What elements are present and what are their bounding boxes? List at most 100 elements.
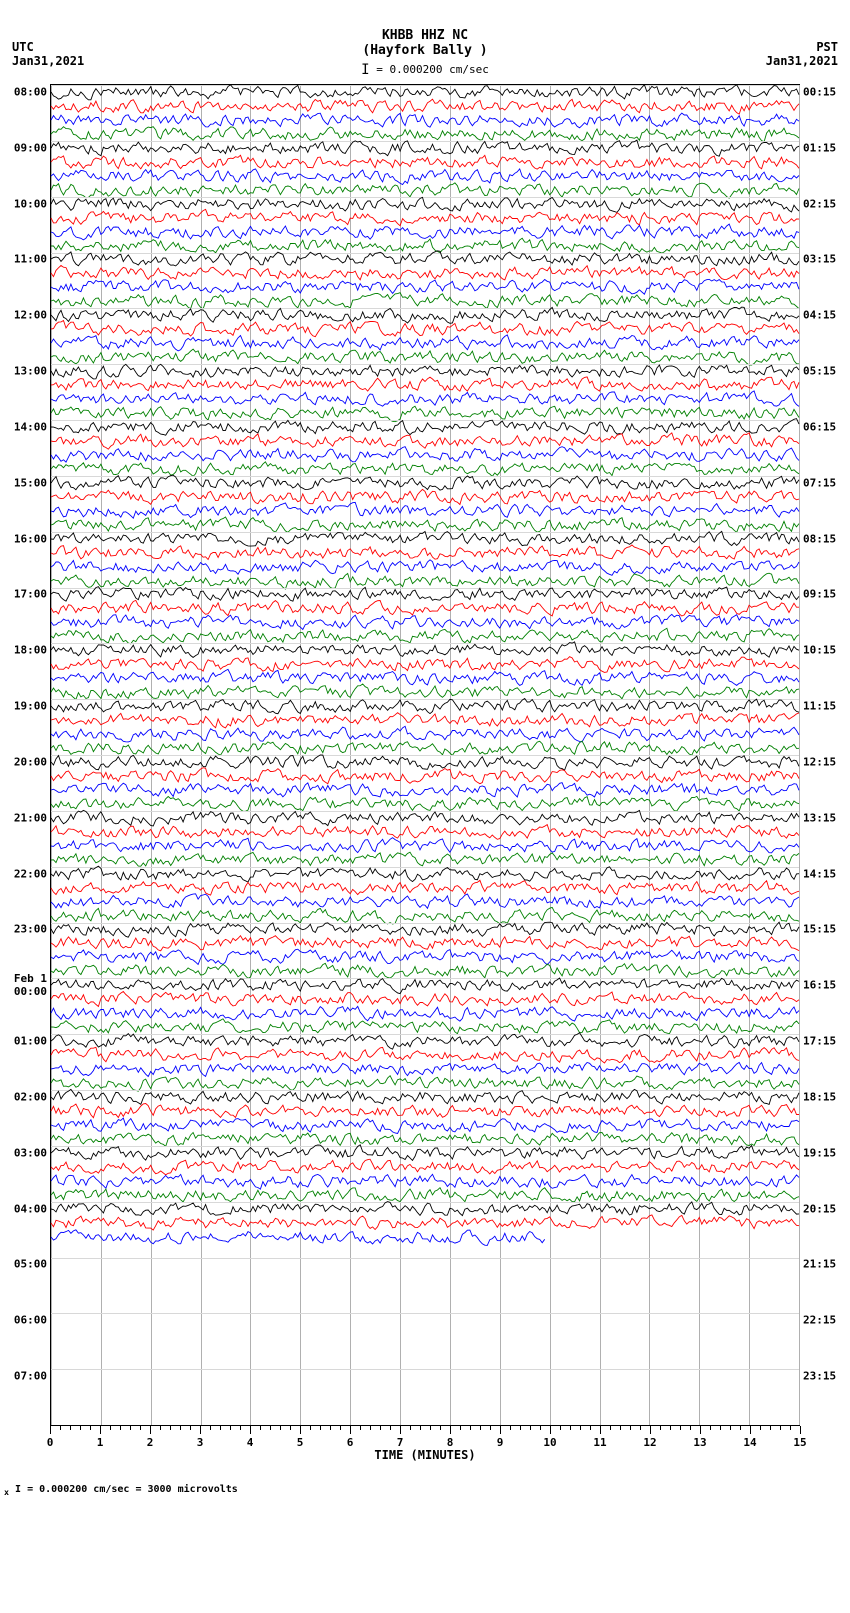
x-tick-minor [210, 1426, 211, 1430]
seismic-trace [51, 1188, 799, 1202]
x-tick-minor [780, 1426, 781, 1430]
grid-horizontal [51, 420, 799, 421]
seismic-trace [51, 420, 799, 434]
x-tick-minor [70, 1426, 71, 1430]
time-label-utc: 03:00 [14, 1146, 47, 1159]
x-tick-label: 15 [793, 1436, 806, 1449]
x-tick-minor [560, 1426, 561, 1430]
seismic-trace [51, 1006, 799, 1020]
grid-horizontal [51, 1313, 799, 1314]
x-tick-minor [160, 1426, 161, 1430]
x-tick-minor [590, 1426, 591, 1430]
seismic-trace [51, 294, 799, 308]
x-tick-label: 0 [47, 1436, 54, 1449]
seismic-trace [51, 211, 799, 225]
x-tick-minor [610, 1426, 611, 1430]
time-label-pst: 10:15 [803, 644, 836, 657]
x-tick-label: 14 [743, 1436, 756, 1449]
time-label-pst: 00:15 [803, 85, 836, 98]
x-tick-minor [320, 1426, 321, 1430]
x-tick-label: 12 [643, 1436, 656, 1449]
seismic-trace [51, 811, 799, 825]
grid-horizontal [51, 1034, 799, 1035]
plot-area: 08:0000:1509:0001:1510:0002:1511:0003:15… [50, 84, 800, 1426]
time-label-utc: 20:00 [14, 755, 47, 768]
tz-right-date: Jan31,2021 [766, 54, 838, 68]
x-tick-minor [730, 1426, 731, 1430]
time-label-utc: 14:00 [14, 420, 47, 433]
x-tick-minor [80, 1426, 81, 1430]
x-tick-minor [740, 1426, 741, 1430]
seismic-trace [51, 1174, 799, 1188]
grid-horizontal [51, 1202, 799, 1203]
x-tick-minor [120, 1426, 121, 1430]
seismic-trace [51, 1202, 799, 1216]
seismic-trace [51, 1034, 799, 1048]
x-tick-minor [60, 1426, 61, 1430]
seismic-trace [51, 378, 799, 392]
x-tick-minor [430, 1426, 431, 1430]
time-label-pst: 01:15 [803, 141, 836, 154]
x-tick-minor [770, 1426, 771, 1430]
time-label-pst: 21:15 [803, 1258, 836, 1271]
station-code: KHBB HHZ NC [0, 28, 850, 43]
seismic-trace [51, 1090, 799, 1104]
x-tick-label: 9 [497, 1436, 504, 1449]
scale-text: = 0.000200 cm/sec [376, 63, 489, 76]
time-label-pst: 03:15 [803, 253, 836, 266]
seismic-trace [51, 434, 799, 448]
seismic-trace [51, 741, 799, 755]
x-tick-minor [90, 1426, 91, 1430]
x-tick-minor [520, 1426, 521, 1430]
seismic-trace [51, 783, 799, 797]
x-tick-major [200, 1426, 201, 1434]
scale-indicator: I = 0.000200 cm/sec [0, 62, 850, 78]
seismic-trace [51, 1160, 799, 1174]
time-label-utc: 21:00 [14, 811, 47, 824]
seismic-trace [51, 169, 799, 183]
x-tick-major [250, 1426, 251, 1434]
grid-horizontal [51, 141, 799, 142]
grid-horizontal [51, 476, 799, 477]
scale-bar-icon: I [361, 62, 369, 78]
x-tick-minor [680, 1426, 681, 1430]
time-label-pst: 18:15 [803, 1090, 836, 1103]
x-tick-minor [140, 1426, 141, 1430]
grid-horizontal [51, 643, 799, 644]
x-tick-label: 10 [543, 1436, 556, 1449]
grid-horizontal [51, 1146, 799, 1147]
time-label-utc: 13:00 [14, 365, 47, 378]
x-tick-minor [410, 1426, 411, 1430]
time-label-utc: 02:00 [14, 1090, 47, 1103]
time-label-pst: 09:15 [803, 588, 836, 601]
seismic-trace [51, 713, 799, 727]
time-label-pst: 14:15 [803, 867, 836, 880]
seismic-trace [51, 490, 799, 504]
x-tick-minor [620, 1426, 621, 1430]
x-tick-label: 7 [397, 1436, 404, 1449]
header-block: KHBB HHZ NC (Hayfork Bally ) [0, 0, 850, 58]
seismic-trace [51, 727, 799, 741]
x-tick-minor [180, 1426, 181, 1430]
seismic-trace [51, 560, 799, 574]
x-tick-major [600, 1426, 601, 1434]
grid-horizontal [51, 923, 799, 924]
time-label-utc: 19:00 [14, 700, 47, 713]
seismic-trace [51, 322, 799, 336]
x-tick-minor [790, 1426, 791, 1430]
time-label-utc: 06:00 [14, 1314, 47, 1327]
time-label-pst: 06:15 [803, 420, 836, 433]
x-tick-major [450, 1426, 451, 1434]
time-label-pst: 12:15 [803, 755, 836, 768]
seismic-trace [51, 1048, 799, 1062]
seismic-trace [51, 922, 799, 936]
time-label-utc: 08:00 [14, 85, 47, 98]
time-label-utc: 01:00 [14, 1035, 47, 1048]
seismic-trace [51, 839, 799, 853]
seismic-trace [51, 183, 799, 197]
x-tick-label: 2 [147, 1436, 154, 1449]
x-tick-label: 1 [97, 1436, 104, 1449]
x-tick-minor [510, 1426, 511, 1430]
seismic-trace [51, 462, 799, 476]
seismic-trace [51, 239, 799, 253]
